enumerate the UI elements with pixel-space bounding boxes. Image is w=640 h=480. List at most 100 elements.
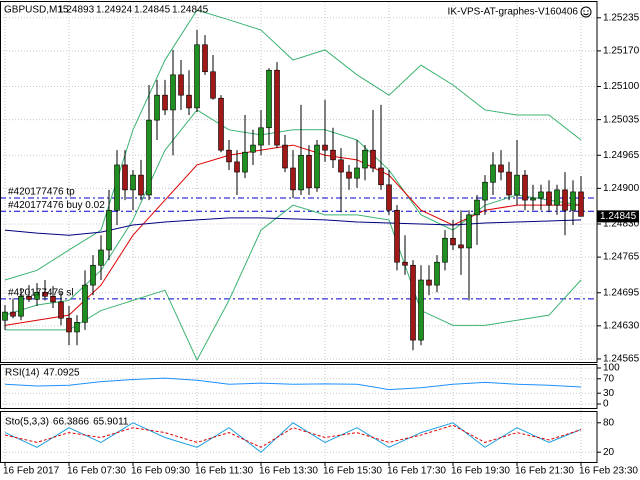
y-tick-label: 1.25235 [603, 12, 640, 23]
candle-body [66, 317, 72, 333]
candle-body [250, 144, 256, 153]
indicator-line [4, 377, 582, 391]
candle-body [322, 144, 328, 151]
x-tick-label: 16 Feb 15:30 [323, 466, 382, 477]
candle-body [210, 71, 216, 99]
header-value: 1.24845 [134, 5, 171, 16]
rsi-title: RSI(14) [5, 368, 39, 379]
indicator-line [4, 9, 582, 281]
candle-body [410, 264, 416, 341]
candle-body [130, 174, 136, 191]
candle-body [194, 44, 200, 109]
indicator-line [4, 422, 582, 453]
candle-body [258, 127, 264, 146]
candle-body [42, 291, 48, 297]
candle-body [546, 191, 552, 206]
candle-body [82, 284, 88, 323]
x-tick-label: 16 Feb 19:30 [451, 466, 510, 477]
x-tick-label: 16 Feb 2017 [3, 466, 60, 477]
y-tick-label: 100 [603, 363, 620, 374]
rsi-frame [0, 364, 598, 409]
y-tick-label: 1.25170 [603, 46, 640, 57]
candle-body [202, 44, 208, 73]
candle-body [50, 296, 56, 303]
price-box-label: 1.24845 [600, 211, 637, 222]
candle-body [298, 154, 304, 191]
candle-body [514, 174, 520, 196]
candle-body [178, 74, 184, 96]
y-tick-label: 1.24965 [603, 150, 640, 161]
header-value: 1.24924 [96, 5, 133, 16]
candle-body [242, 151, 248, 173]
candle-body [18, 296, 24, 317]
candle-body [562, 189, 568, 211]
candle-body [2, 311, 8, 321]
x-tick-label: 16 Feb 11:30 [195, 466, 254, 477]
candle-body [306, 154, 312, 189]
candle-body [346, 171, 352, 179]
candle-body [186, 94, 192, 109]
y-tick-label: 30 [603, 388, 615, 399]
candle-body [530, 197, 536, 201]
y-tick-label: 1.24765 [603, 252, 640, 263]
candle-body [538, 191, 544, 199]
symbol-title: GBPUSD,M15 [4, 5, 69, 16]
candle-body [386, 184, 392, 211]
candle-body [466, 214, 472, 249]
watermark: IK-VPS-AT-graphes-V160406 [448, 7, 579, 18]
candle-body [490, 164, 496, 183]
candle-body [474, 199, 480, 216]
candle-body [458, 244, 464, 249]
candle-body [578, 191, 584, 217]
y-tick-label: 80 [603, 417, 615, 428]
candle-body [114, 164, 120, 211]
candle-body [362, 149, 368, 169]
indicator-line [4, 217, 582, 236]
candle-body [418, 279, 424, 341]
candle-body [370, 149, 376, 169]
indicator-line [4, 424, 582, 448]
y-tick-label: 1.25100 [603, 81, 640, 92]
x-tick-label: 16 Feb 07:30 [67, 466, 126, 477]
y-tick-label: 1.24830 [603, 219, 640, 230]
candle-body [338, 159, 344, 173]
x-tick-label: 16 Feb 23:30 [579, 466, 638, 477]
candle-body [266, 69, 272, 129]
candle-body [234, 161, 240, 173]
candle-body [506, 171, 512, 196]
y-tick-label: 0 [603, 399, 609, 410]
candle-body [34, 291, 40, 300]
y-tick-label: 1.24695 [603, 287, 640, 298]
y-tick-label: 70 [603, 373, 615, 384]
candle-body [450, 237, 456, 246]
indicator-value: 66.3866 [53, 417, 90, 428]
indicator-value: 65.9011 [93, 417, 129, 428]
sto-frame [0, 411, 598, 463]
x-tick-label: 16 Feb 21:30 [515, 466, 574, 477]
candle-body [282, 144, 288, 169]
candle-body [146, 119, 152, 196]
candle-body [402, 261, 408, 266]
candle-body [274, 69, 280, 146]
candle-body [442, 237, 448, 263]
candle-body [170, 74, 176, 111]
candle-body [26, 296, 32, 300]
candle-body [522, 174, 528, 201]
x-tick-label: 16 Feb 13:30 [259, 466, 318, 477]
candle-body [394, 209, 400, 263]
candle-body [90, 264, 96, 286]
candle-body [226, 149, 232, 163]
smiley-icon [580, 6, 592, 18]
candle-body [482, 181, 488, 201]
y-tick-label: 20 [603, 447, 615, 458]
y-tick-label: 1.24630 [603, 320, 640, 331]
x-tick-label: 16 Feb 17:30 [387, 466, 446, 477]
sto-title: Sto(5,3,3) [5, 417, 49, 428]
candle-body [138, 174, 144, 196]
order-label: #420177476 tp [8, 187, 75, 198]
indicator-line [5, 204, 582, 362]
candle-body [10, 311, 16, 317]
x-tick-label: 16 Feb 09:30 [131, 466, 190, 477]
y-tick-label: 1.25035 [603, 114, 640, 125]
y-tick-label: 1.24900 [603, 183, 640, 194]
